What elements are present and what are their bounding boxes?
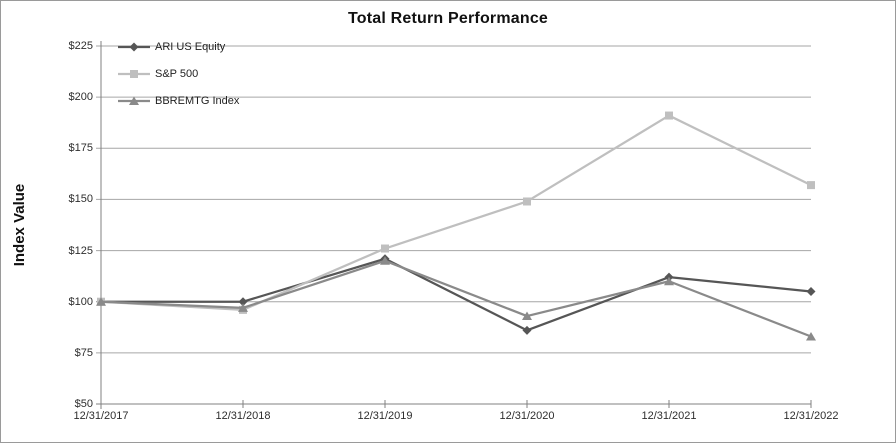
y-tick-label: $200 — [68, 91, 93, 104]
y-tick-label: $50 — [74, 398, 93, 410]
data-point-ari-us-equity — [522, 325, 532, 335]
x-tick-label: 12/31/2018 — [215, 410, 271, 422]
y-tick-label: $75 — [74, 346, 93, 359]
y-tick-label: $100 — [68, 295, 93, 308]
series-line-bbremtg-index — [100, 259, 812, 338]
x-tick-label: 12/31/2022 — [783, 410, 839, 422]
data-point-ari-us-equity — [806, 286, 816, 296]
y-tick-label: $175 — [68, 142, 93, 155]
square-icon — [130, 70, 138, 78]
diamond-marker-line-icon — [118, 42, 150, 52]
data-point-s-p-500 — [523, 197, 531, 206]
y-tick-label: $125 — [68, 244, 93, 257]
x-tick-label: 12/31/2021 — [641, 410, 697, 422]
data-point-s-p-500 — [665, 111, 673, 120]
chart-title: Total Return Performance — [347, 10, 549, 27]
legend-item-sp500: S&P 500 — [117, 65, 239, 83]
data-point-bbremtg-index — [806, 331, 816, 341]
legend-label: ARI US Equity — [155, 41, 226, 53]
triangle-icon — [129, 96, 139, 105]
data-point-bbremtg-index — [96, 297, 106, 306]
data-point-s-p-500 — [381, 244, 389, 253]
legend-item-ari-us-equity: ARI US Equity — [117, 38, 239, 56]
data-point-ari-us-equity — [238, 297, 248, 307]
y-tick-label: $150 — [68, 193, 93, 206]
legend-label: S&P 500 — [155, 68, 199, 80]
data-point-bbremtg-index — [664, 276, 674, 286]
legend-label: BBREMTG Index — [155, 95, 240, 107]
x-tick-label: 12/31/2017 — [73, 410, 129, 422]
data-point-bbremtg-index — [380, 256, 390, 265]
legend-item-bbremtg-index: BBREMTG Index — [117, 92, 239, 110]
data-point-s-p-500 — [807, 181, 815, 190]
x-tick-label: 12/31/2020 — [499, 410, 555, 422]
series-line-s-p-500 — [100, 114, 812, 312]
data-point-bbremtg-index — [238, 303, 248, 312]
triangle-marker-line-icon — [118, 96, 150, 105]
x-tick-label: 12/31/2019 — [357, 410, 413, 422]
series-line-ari-us-equity — [101, 257, 812, 332]
legend: ARI US Equity S&P 500 BBREMTG Index — [117, 38, 239, 110]
diamond-icon — [129, 42, 139, 52]
data-point-bbremtg-index — [522, 311, 532, 321]
y-tick-label: $225 — [68, 40, 93, 52]
square-marker-line-icon — [118, 70, 150, 78]
